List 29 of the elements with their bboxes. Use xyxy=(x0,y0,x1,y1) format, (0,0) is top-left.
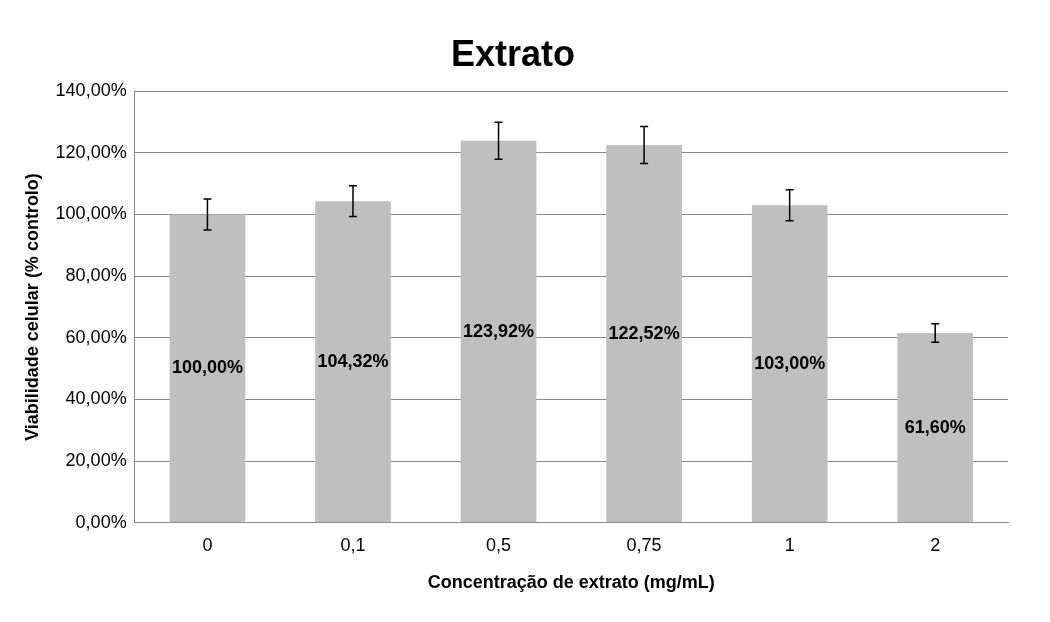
y-tick-label: 20,00% xyxy=(65,450,127,471)
y-tick-label: 140,00% xyxy=(55,80,127,101)
bar xyxy=(751,205,828,523)
x-tick-label: 0,75 xyxy=(626,534,662,555)
x-axis-title: Concentração de extrato (mg/mL) xyxy=(427,572,715,593)
data-label: 103,00% xyxy=(754,352,826,373)
x-tick-label: 0 xyxy=(202,534,213,555)
y-tick-label: 0,00% xyxy=(75,511,127,532)
chart-title: Extrato xyxy=(450,32,576,74)
y-tick-label: 120,00% xyxy=(55,141,127,162)
y-tick-label: 40,00% xyxy=(65,388,127,409)
y-axis-title: Viabilidade celular (% controlo) xyxy=(21,173,42,441)
data-label: 61,60% xyxy=(904,416,966,437)
data-label: 104,32% xyxy=(317,350,389,371)
bar xyxy=(169,214,246,523)
bar xyxy=(460,140,537,523)
y-tick-label: 60,00% xyxy=(65,326,127,347)
data-label: 122,52% xyxy=(608,322,680,343)
bar xyxy=(606,145,682,523)
y-tick-label: 80,00% xyxy=(65,265,127,286)
y-tick-label: 100,00% xyxy=(55,203,127,224)
x-tick-label: 0,1 xyxy=(340,534,366,555)
x-tick-label: 1 xyxy=(784,534,795,555)
x-tick-label: 2 xyxy=(930,534,941,555)
bar xyxy=(897,332,974,523)
data-label: 100,00% xyxy=(171,357,243,378)
data-label: 123,92% xyxy=(463,320,535,341)
bar xyxy=(315,201,391,523)
x-tick-label: 0,5 xyxy=(486,534,512,555)
